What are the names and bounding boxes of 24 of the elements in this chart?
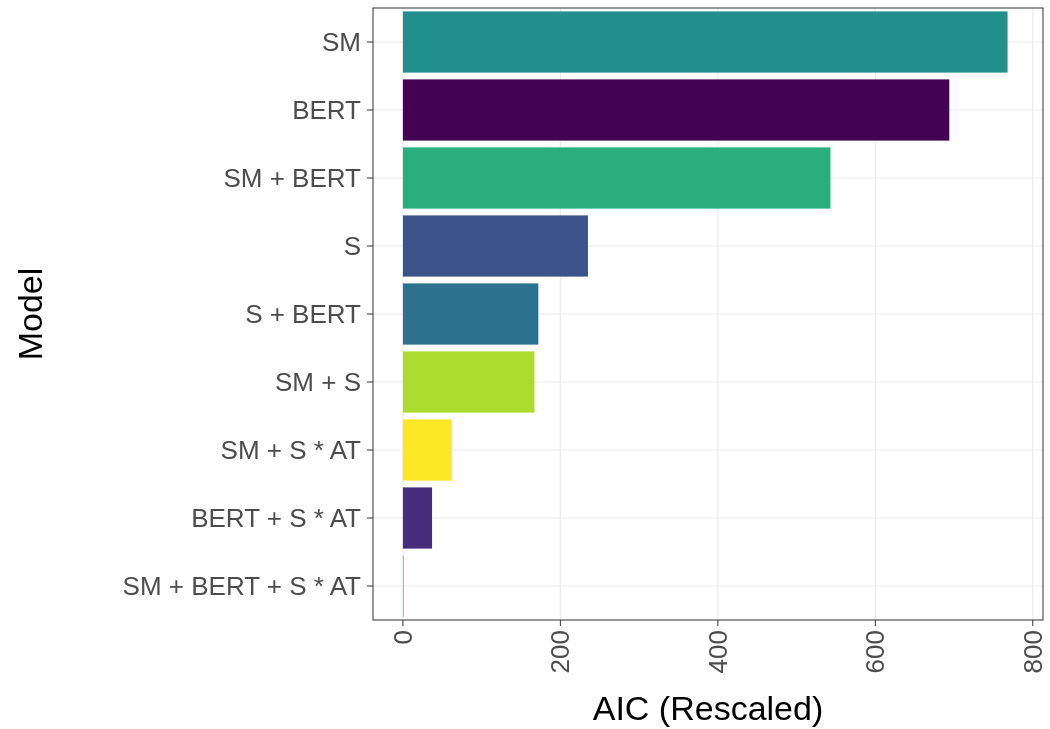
x-tick-label: 400 xyxy=(702,630,733,674)
bar xyxy=(402,419,452,481)
bar xyxy=(402,79,950,141)
x-tick-label: 0 xyxy=(388,630,419,645)
bar xyxy=(402,147,831,209)
bar xyxy=(402,215,588,277)
y-tick-label: SM xyxy=(322,27,361,58)
bar xyxy=(402,11,1008,73)
y-tick-label: SM + S xyxy=(275,367,361,398)
y-tick-label: S + BERT xyxy=(245,299,362,330)
y-tick-label: SM + BERT + S * AT xyxy=(122,571,362,602)
y-axis-title: Model xyxy=(11,267,49,361)
y-tick-label: S xyxy=(343,231,361,262)
x-tick-label: 200 xyxy=(545,630,576,674)
x-axis-title: AIC (Rescaled) xyxy=(592,689,824,727)
y-tick-label: BERT xyxy=(292,95,362,126)
y-tick-label: SM + S * AT xyxy=(220,435,362,466)
y-tick-label: BERT + S * AT xyxy=(191,503,362,534)
x-tick-label: 600 xyxy=(860,630,891,674)
y-tick-label: SM + BERT xyxy=(223,163,362,194)
x-tick-label: 800 xyxy=(1017,630,1048,674)
bar xyxy=(402,283,539,345)
bar xyxy=(402,487,433,549)
bar xyxy=(402,351,535,413)
